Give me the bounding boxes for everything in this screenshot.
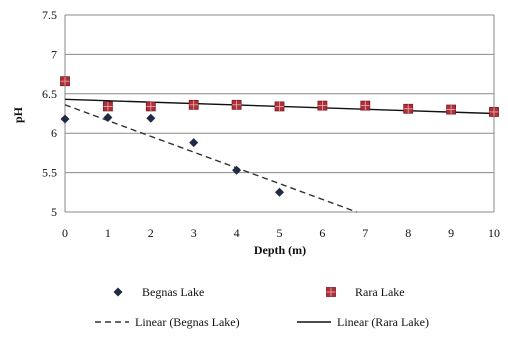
point-begnas xyxy=(275,187,284,197)
x-tick-label: 5 xyxy=(277,226,283,240)
legend-label: Begnas Lake xyxy=(142,285,204,299)
x-tick-label: 9 xyxy=(448,226,454,240)
trendline-0 xyxy=(64,104,357,213)
x-tick-label: 7 xyxy=(362,226,368,240)
point-begnas xyxy=(146,113,156,123)
x-tick-label: 2 xyxy=(148,226,154,240)
point-begnas xyxy=(189,138,199,148)
x-tick-labels: 0 1 2 3 4 5 6 7 8 9 10 xyxy=(62,226,500,240)
x-tick-label: 3 xyxy=(191,226,197,240)
legend-label: Linear (Rara Lake) xyxy=(337,315,429,329)
x-tick-label: 10 xyxy=(488,226,500,240)
gridlines xyxy=(64,14,495,213)
x-tick-label: 1 xyxy=(105,226,111,240)
y-tick-label: 6 xyxy=(51,126,57,140)
y-tick-label: 7.5 xyxy=(42,8,57,22)
x-axis-label: Depth (m) xyxy=(254,243,306,257)
legend-label: Rara Lake xyxy=(355,285,405,299)
y-tick-label: 5 xyxy=(51,205,57,219)
y-tick-label: 6.5 xyxy=(42,87,57,101)
point-begnas xyxy=(103,112,113,122)
x-tick-label: 6 xyxy=(319,226,325,240)
y-tick-label: 5.5 xyxy=(42,166,57,180)
legend-marker-0 xyxy=(113,287,123,297)
x-tick-label: 8 xyxy=(405,226,411,240)
point-begnas xyxy=(60,114,70,124)
y-tick-label: 7 xyxy=(51,47,57,61)
x-tick-label: 4 xyxy=(234,226,240,240)
data-points xyxy=(60,76,499,197)
legend: Begnas Lake Rara Lake Linear (Begnas Lake)… xyxy=(95,285,429,329)
y-tick-labels: 5 5.5 6 6.5 7 7.5 xyxy=(42,8,57,219)
y-axis-label: pH xyxy=(11,106,25,123)
x-tick-label: 0 xyxy=(62,226,68,240)
point-begnas xyxy=(232,165,242,175)
legend-label: Linear (Begnas Lake) xyxy=(135,315,240,329)
